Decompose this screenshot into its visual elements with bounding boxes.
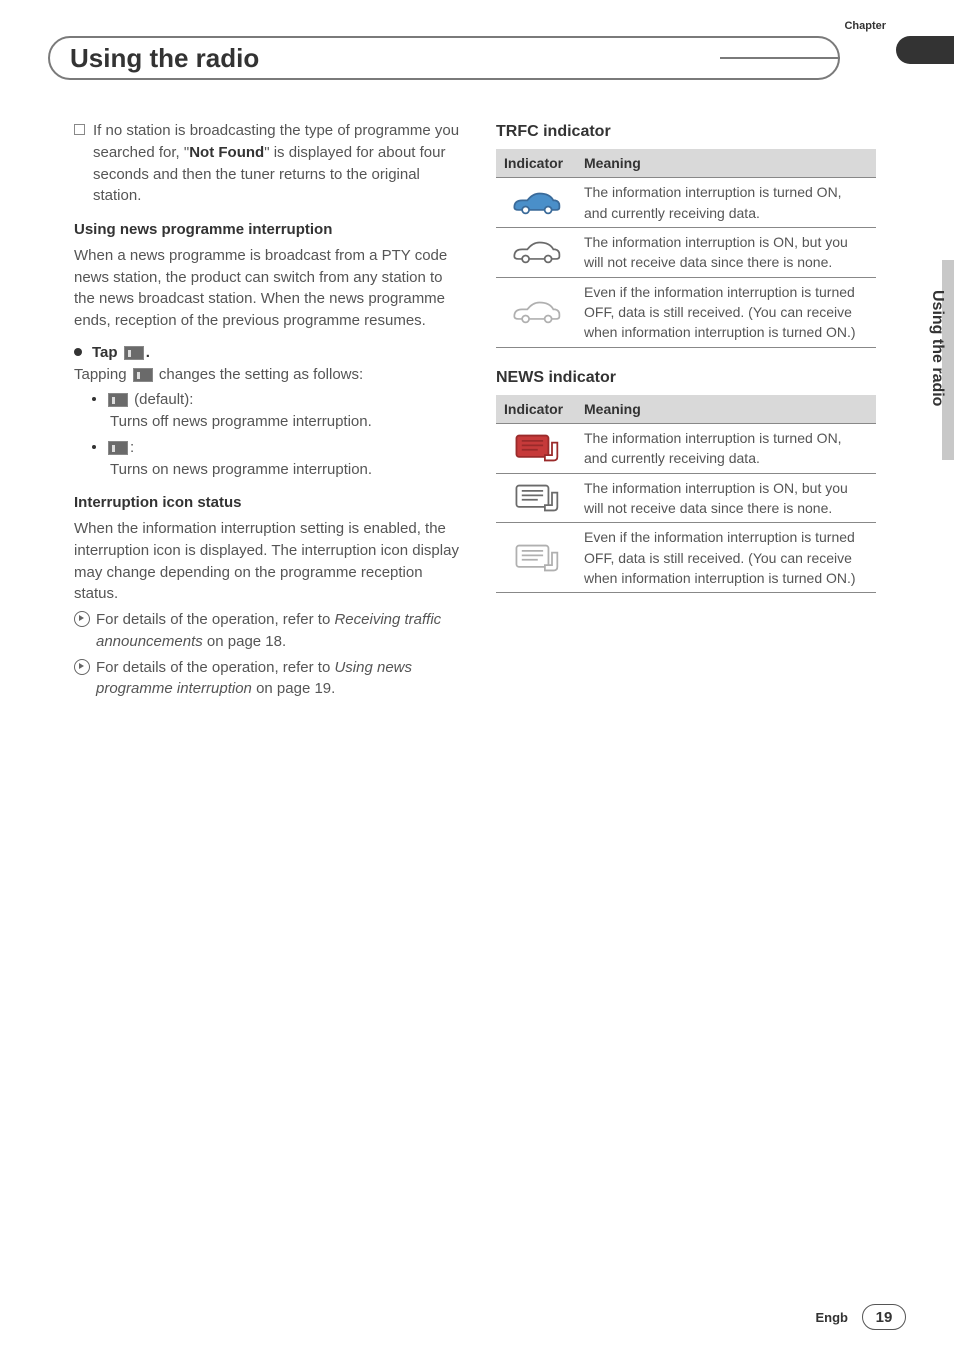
table-header-meaning: Meaning <box>576 149 876 178</box>
body-text: Turns on news programme interruption. <box>74 459 464 481</box>
meaning-cell: Even if the information interruption is … <box>576 277 876 347</box>
indicator-cell <box>496 178 576 228</box>
list-item: (default): <box>106 389 193 411</box>
news-off-icon <box>108 393 128 407</box>
text: Tapping <box>74 366 131 383</box>
bullet-disc-icon <box>74 348 82 356</box>
newspaper-indicator-icon <box>511 432 561 464</box>
body-text: When a news programme is broadcast from … <box>74 245 464 332</box>
newspaper-indicator-icon <box>511 482 561 514</box>
text: changes the setting as follows: <box>155 366 363 383</box>
news-on-icon <box>108 441 128 455</box>
text: (default): <box>130 391 193 408</box>
cross-reference: For details of the operation, refer to R… <box>96 609 464 653</box>
body-text: When the information interruption settin… <box>74 518 464 605</box>
indicator-cell <box>496 228 576 278</box>
news-toggle-icon <box>133 368 153 382</box>
meaning-cell: The information interruption is ON, but … <box>576 228 876 278</box>
table-row: Even if the information interruption is … <box>496 523 876 593</box>
indicator-cell <box>496 523 576 593</box>
text: For details of the operation, refer to <box>96 659 334 676</box>
list-item: : <box>106 437 134 459</box>
reference-arrow-icon <box>74 659 90 675</box>
cross-reference: For details of the operation, refer to U… <box>96 657 464 701</box>
indicator-cell <box>496 473 576 523</box>
heading-news-interruption: Using news programme interruption <box>74 219 464 241</box>
table-row: The information interruption is turned O… <box>496 424 876 474</box>
table-row: The information interruption is ON, but … <box>496 228 876 278</box>
page-title-frame: Using the radio <box>48 36 840 80</box>
table-row: The information interruption is turned O… <box>496 178 876 228</box>
chapter-label: Chapter <box>844 20 886 32</box>
text: : <box>130 439 134 456</box>
language-label: Engb <box>816 1310 849 1325</box>
text: Tap <box>92 344 122 361</box>
body-text: Tapping changes the setting as follows: <box>74 364 464 386</box>
table-row: Even if the information interruption is … <box>496 277 876 347</box>
car-indicator-icon <box>509 299 563 325</box>
news-indicator-title: NEWS indicator <box>496 366 876 389</box>
reference-arrow-icon <box>74 611 90 627</box>
page-footer: Engb 19 <box>816 1304 907 1330</box>
text: on page 18. <box>203 633 286 650</box>
meaning-cell: The information interruption is turned O… <box>576 424 876 474</box>
table-header-indicator: Indicator <box>496 395 576 424</box>
side-vertical-label: Using the radio <box>928 290 946 406</box>
left-column: If no station is broadcasting the type o… <box>74 120 464 700</box>
news-indicator-table: Indicator Meaning The information interr… <box>496 395 876 593</box>
page-title: Using the radio <box>50 43 259 74</box>
table-header-meaning: Meaning <box>576 395 876 424</box>
right-column: TRFC indicator Indicator Meaning The inf… <box>496 120 876 700</box>
trfc-indicator-table: Indicator Meaning The information interr… <box>496 149 876 347</box>
chapter-tab <box>896 36 954 64</box>
list-box-icon <box>74 124 85 135</box>
newspaper-indicator-icon <box>511 542 561 574</box>
bullet-dot-icon <box>92 445 96 449</box>
meaning-cell: Even if the information interruption is … <box>576 523 876 593</box>
indicator-cell <box>496 424 576 474</box>
meaning-cell: The information interruption is ON, but … <box>576 473 876 523</box>
table-header-indicator: Indicator <box>496 149 576 178</box>
car-indicator-icon <box>509 190 563 216</box>
tap-instruction: Tap . <box>92 342 150 364</box>
news-toggle-icon <box>124 346 144 360</box>
indicator-cell <box>496 277 576 347</box>
text: For details of the operation, refer to <box>96 611 334 628</box>
car-indicator-icon <box>509 239 563 265</box>
body-text: If no station is broadcasting the type o… <box>93 120 464 207</box>
body-text: Turns off news programme interruption. <box>74 411 464 433</box>
text-bold: Not Found <box>189 144 264 161</box>
heading-icon-status: Interruption icon status <box>74 492 464 514</box>
page-number: 19 <box>862 1304 906 1330</box>
table-row: The information interruption is ON, but … <box>496 473 876 523</box>
meaning-cell: The information interruption is turned O… <box>576 178 876 228</box>
bullet-dot-icon <box>92 397 96 401</box>
text: on page 19. <box>252 680 335 697</box>
trfc-indicator-title: TRFC indicator <box>496 120 876 143</box>
text: . <box>146 344 150 361</box>
